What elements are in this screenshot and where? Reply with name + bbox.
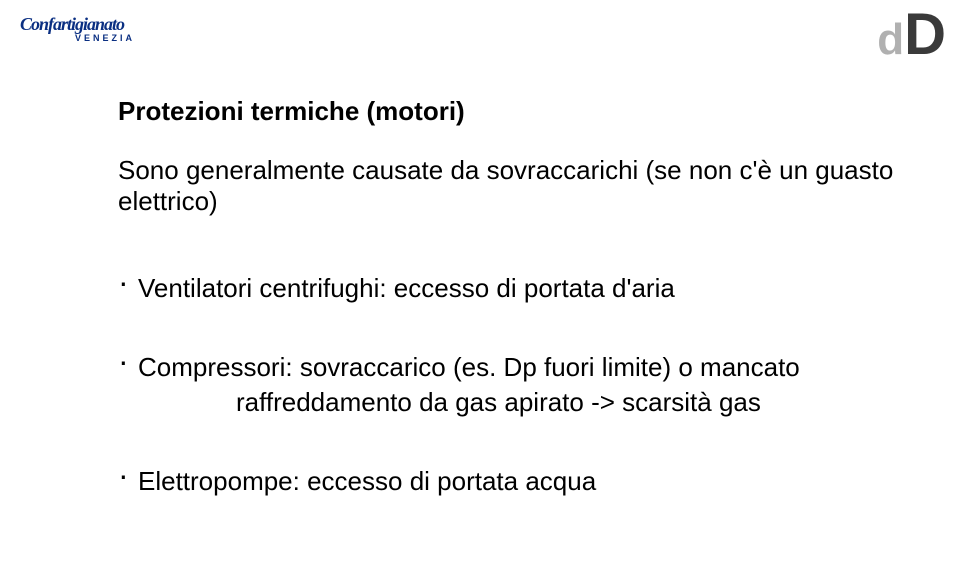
logo-dd: dD: [877, 6, 946, 64]
bullet-2-line2: raffreddamento da gas apirato -> scarsit…: [138, 385, 900, 420]
bullet-1: Ventilatori centrifughi: eccesso di port…: [118, 271, 900, 306]
bullet-2: Compressori: sovraccarico (es. Dp fuori …: [118, 350, 900, 420]
slide: Confartigianato VENEZIA dD Protezioni te…: [0, 0, 960, 568]
slide-intro: Sono generalmente causate da sovraccaric…: [118, 155, 900, 217]
logo-d-small: d: [877, 18, 904, 62]
logo-confartigianato: Confartigianato VENEZIA: [20, 14, 190, 43]
logo-d-big: D: [904, 6, 946, 64]
bullet-3: Elettropompe: eccesso di portata acqua: [118, 464, 900, 499]
bullet-1-line1: Ventilatori centrifughi: eccesso di port…: [138, 273, 675, 303]
slide-title: Protezioni termiche (motori): [118, 96, 900, 127]
bullet-2-line1: Compressori: sovraccarico (es. Dp fuori …: [138, 352, 800, 382]
content-area: Protezioni termiche (motori) Sono genera…: [118, 96, 900, 499]
bullet-3-line1: Elettropompe: eccesso di portata acqua: [138, 466, 596, 496]
logo-line1: Confartigianato: [20, 14, 190, 35]
